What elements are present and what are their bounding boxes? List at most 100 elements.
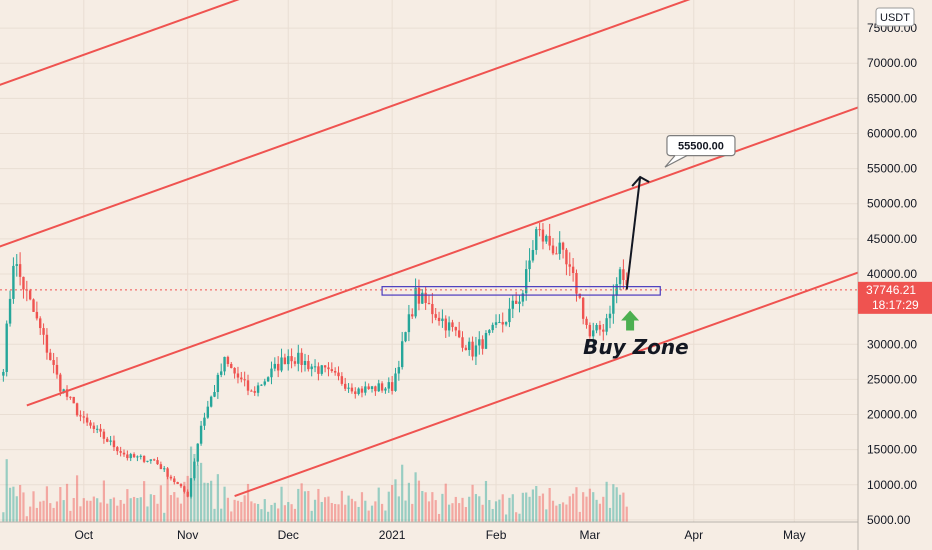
volume-bar: [35, 507, 38, 522]
support-zone-box[interactable]: [381, 286, 661, 296]
volume-bar: [458, 503, 461, 522]
volume-bar: [193, 453, 196, 522]
price-axis[interactable]: 75000.0070000.0065000.0060000.0055000.00…: [857, 0, 917, 550]
candle-body: [18, 264, 22, 277]
volume-bar: [89, 500, 92, 522]
candle-body: [347, 387, 350, 389]
volume-bar: [401, 464, 404, 522]
volume-bar: [116, 505, 119, 522]
candle-body: [491, 324, 494, 331]
target-callout[interactable]: 55500.00: [664, 134, 736, 168]
volume-bar: [250, 501, 253, 522]
candle-body: [109, 440, 112, 442]
candle-body: [22, 276, 25, 290]
candle-body: [595, 324, 598, 331]
volume-bar: [267, 511, 270, 522]
target-arrow-line: [625, 176, 642, 290]
candle-body: [581, 297, 585, 319]
volume-bar: [139, 497, 142, 522]
candle-body: [427, 302, 431, 305]
candle-body: [357, 388, 360, 394]
volume-bar: [176, 497, 179, 522]
volume-bar: [448, 504, 451, 522]
volume-bar: [287, 502, 290, 522]
volume-bar: [240, 501, 243, 522]
volume-bar: [592, 492, 595, 522]
buy-zone-label: Buy Zone: [583, 335, 689, 359]
candle-body: [421, 292, 424, 304]
channel-lines[interactable]: [0, 0, 859, 497]
volume-bar: [431, 492, 434, 522]
volume-bar: [15, 496, 18, 522]
volume-bar: [551, 500, 555, 522]
candle-body: [223, 356, 226, 372]
candle-body: [176, 482, 179, 484]
volume-bar: [414, 472, 417, 522]
candle-body: [49, 352, 52, 361]
volume-bar: [394, 479, 397, 522]
currency-badge[interactable]: USDT: [875, 7, 915, 27]
candle-body: [370, 386, 374, 389]
volume-bar: [468, 496, 471, 522]
candle-body: [565, 249, 568, 265]
volume-bar: [82, 498, 85, 522]
volume-bar: [32, 491, 35, 522]
volume-bar: [367, 510, 370, 522]
volume-bar: [504, 514, 508, 522]
candle-body: [99, 428, 102, 432]
price-tick-label: 40000.00: [867, 267, 917, 281]
candle-body: [320, 365, 323, 374]
volume-bar: [464, 507, 467, 522]
volume-bar: [337, 504, 340, 522]
volume-bar: [5, 459, 8, 522]
candle-body: [551, 245, 555, 254]
volume-bar: [582, 492, 585, 522]
volume-bar: [196, 465, 199, 522]
price-tick-label: 65000.00: [867, 91, 917, 105]
volume-bar: [263, 499, 266, 522]
candle-body: [622, 269, 625, 281]
target-arrow[interactable]: [625, 175, 650, 290]
volume-bar: [303, 491, 307, 522]
candle-body: [380, 383, 384, 391]
volume-bar: [478, 496, 481, 522]
candle-body: [454, 327, 458, 331]
candle-body: [407, 314, 411, 333]
candle-body: [521, 293, 525, 302]
volume-bar: [169, 495, 173, 522]
candle-body: [240, 377, 243, 380]
price-tick-label: 70000.00: [867, 56, 917, 70]
candle-body: [545, 235, 548, 242]
candle-body: [541, 229, 545, 242]
volume-bar: [132, 496, 136, 522]
candle-body: [102, 431, 106, 439]
candle-body: [605, 318, 608, 332]
candle-body: [236, 373, 240, 378]
candle-body: [132, 454, 136, 458]
candle-body: [461, 337, 464, 348]
target-callout-label: 55500.00: [678, 141, 724, 153]
candle-body: [447, 322, 451, 331]
price-tick-label: 60000.00: [867, 126, 917, 140]
volume-bars: [2, 446, 628, 522]
volume-bar: [605, 481, 608, 522]
candle-body: [464, 347, 468, 351]
candle-body: [400, 341, 404, 368]
candle-body: [106, 438, 109, 442]
volume-bar: [548, 487, 551, 522]
candle-body: [250, 390, 253, 392]
volume-bar: [494, 501, 498, 522]
volume-bar: [92, 496, 95, 522]
candle-body: [136, 456, 139, 458]
candle-body: [468, 341, 471, 351]
volume-bar: [602, 496, 605, 522]
price-tick-label: 30000.00: [867, 337, 917, 351]
volume-bar: [357, 506, 360, 522]
volume-bar: [280, 486, 283, 522]
volume-bar: [434, 500, 437, 522]
candle-body: [558, 242, 561, 254]
time-axis[interactable]: Oct Nov Dec 2021 Feb Mar Apr May: [0, 521, 858, 542]
volume-bar: [461, 497, 464, 522]
volume-bar: [585, 496, 588, 522]
